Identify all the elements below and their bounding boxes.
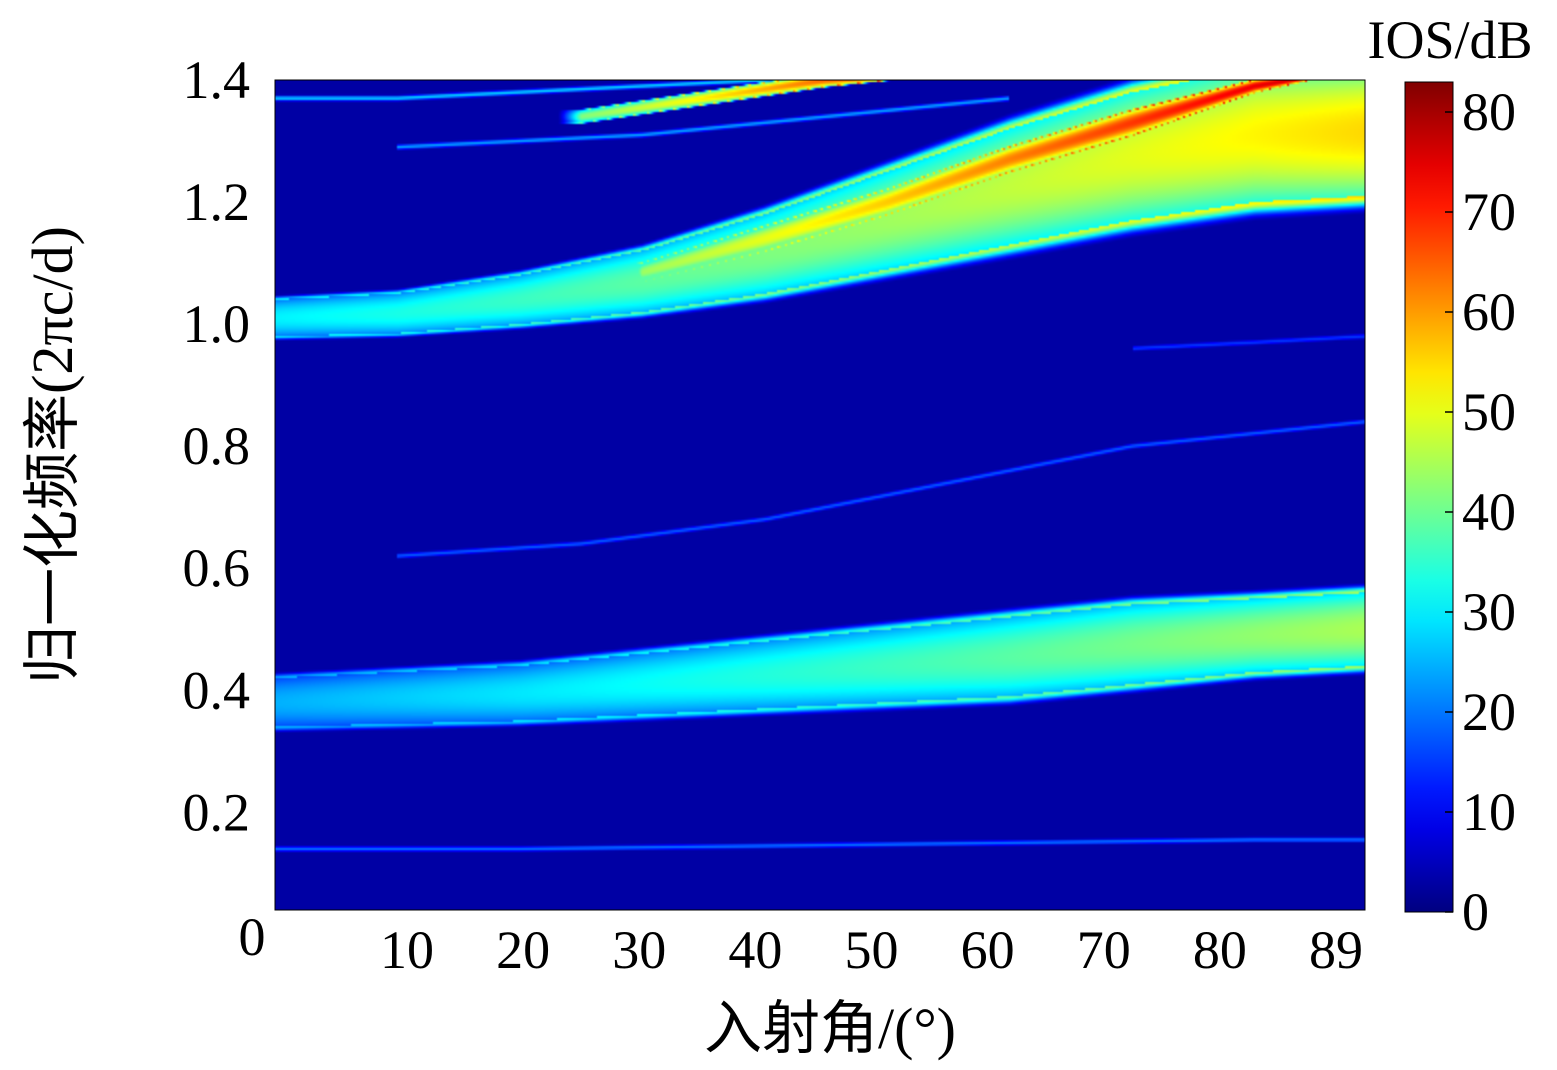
x-tick-label: 30 [612, 920, 666, 980]
colorbar-title: IOS/dB [1367, 10, 1532, 70]
colorbar-tick-label: 20 [1462, 682, 1516, 742]
y-tick-label: 0.2 [183, 782, 251, 842]
colorbar-tick-label: 50 [1462, 382, 1516, 442]
colorbar: IOS/dB 0 10 20 30 40 50 60 70 80 [1367, 10, 1532, 942]
y-tick-label: 0.6 [183, 538, 251, 598]
x-tick-label: 70 [1077, 920, 1131, 980]
heatmap-image [275, 80, 1365, 910]
y-tick-label: 0.4 [183, 660, 251, 720]
y-tick-label: 1.2 [183, 172, 251, 232]
x-tick-label: 80 [1193, 920, 1247, 980]
colorbar-tick-label: 0 [1462, 882, 1489, 942]
x-axis-title: 入射角/(°) [704, 996, 956, 1061]
y-tick-label: 0.8 [183, 416, 251, 476]
colorbar-gradient [1404, 81, 1454, 913]
x-axis-ticks: 0 10 20 30 40 50 60 70 80 89 [239, 907, 1364, 980]
x-tick-label: 50 [845, 920, 899, 980]
plot-area [274, 79, 1366, 911]
x-tick-label: 10 [380, 920, 434, 980]
colorbar-tick-label: 80 [1462, 82, 1516, 142]
plot-frame [274, 79, 1366, 911]
x-tick-label: 40 [728, 920, 782, 980]
colorbar-tick-label: 60 [1462, 282, 1516, 342]
x-tick-label: 20 [496, 920, 550, 980]
colorbar-tick-label: 70 [1462, 182, 1516, 242]
x-tick-label: 0 [239, 907, 266, 967]
x-tick-label: 89 [1309, 920, 1363, 980]
colorbar-tick-label: 40 [1462, 482, 1516, 542]
colorbar-tick-label: 30 [1462, 582, 1516, 642]
colorbar-ticks: 0 10 20 30 40 50 60 70 80 [1445, 82, 1516, 942]
y-axis-ticks: 0.2 0.4 0.6 0.8 1.0 1.2 1.4 [183, 50, 251, 842]
y-axis-title: 归一化频率(2πc/d) [20, 226, 85, 684]
colorbar-tick-label: 10 [1462, 782, 1516, 842]
y-tick-label: 1.4 [183, 50, 251, 110]
x-tick-label: 60 [961, 920, 1015, 980]
y-tick-label: 1.0 [183, 294, 251, 354]
